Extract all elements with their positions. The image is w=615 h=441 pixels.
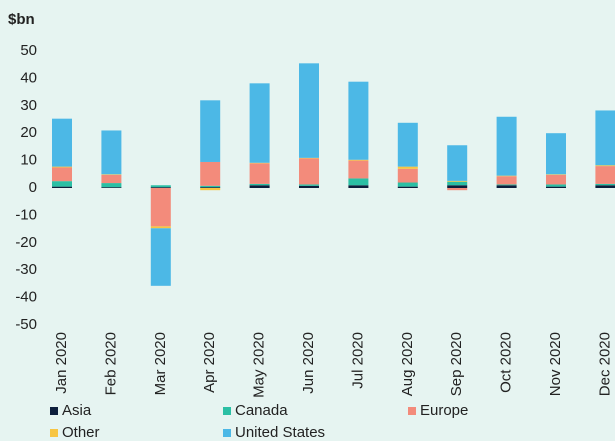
- legend-label: United States: [235, 424, 325, 441]
- bar-segment: [496, 176, 517, 185]
- bar-segment: [348, 159, 369, 161]
- bar-segment: [299, 185, 319, 188]
- y-tick-label: 20: [20, 124, 37, 141]
- bar-segment: [496, 185, 517, 188]
- bar-segment: [200, 187, 221, 188]
- bar-segment: [52, 118, 72, 167]
- bar-segment: [150, 226, 171, 229]
- bar-segment: [348, 178, 369, 186]
- x-tick-label: Dec 2020: [596, 332, 613, 396]
- bar-segment: [397, 168, 418, 183]
- legend-label: Europe: [420, 402, 468, 419]
- legend-swatch: [223, 429, 231, 437]
- bar-segment: [200, 188, 221, 191]
- bar-segment: [299, 158, 319, 185]
- bar-segment: [447, 180, 468, 182]
- legend-swatch: [223, 407, 231, 415]
- bar-segment: [348, 81, 369, 160]
- bar-segment: [200, 185, 221, 188]
- x-tick-label: Nov 2020: [547, 332, 564, 396]
- bar-segment: [595, 165, 615, 167]
- bar-segment: [150, 188, 171, 227]
- x-tick-label: Apr 2020: [201, 332, 218, 393]
- bar-segment: [52, 181, 72, 187]
- x-tick-label: Jun 2020: [300, 332, 317, 394]
- bar-segment: [348, 185, 369, 188]
- bar-segment: [249, 183, 270, 186]
- bar-segment: [397, 122, 418, 167]
- x-tick-label: Feb 2020: [102, 332, 119, 395]
- bar-segment: [249, 83, 270, 163]
- bar-segment: [52, 166, 72, 168]
- bar-segment: [299, 63, 319, 158]
- bar-segment: [249, 162, 270, 164]
- bar-segment: [101, 174, 122, 175]
- bar-segment: [496, 175, 517, 177]
- x-tick-label: Jul 2020: [349, 332, 366, 389]
- bar-segment: [397, 166, 418, 169]
- bar-segment: [546, 184, 566, 187]
- bar-segment: [52, 167, 72, 182]
- legend-swatch: [50, 429, 58, 437]
- bar-segment: [150, 228, 171, 286]
- bar-segment: [200, 161, 221, 186]
- bar-segment: [447, 145, 468, 181]
- legend-label: Canada: [235, 402, 288, 419]
- bar-segment: [200, 100, 221, 162]
- y-tick-label: -30: [15, 261, 37, 278]
- x-tick-label: Aug 2020: [399, 332, 416, 396]
- x-tick-label: Sep 2020: [448, 332, 465, 396]
- bar-segment: [249, 163, 270, 184]
- bar-segment: [397, 186, 418, 188]
- y-tick-label: -40: [15, 289, 37, 306]
- legend-swatch: [50, 407, 58, 415]
- y-tick-label: 50: [20, 42, 37, 59]
- bar-segment: [397, 182, 418, 187]
- bar-segment: [150, 187, 171, 188]
- y-tick-label: 0: [29, 179, 37, 196]
- bar-segment: [101, 174, 122, 184]
- y-tick-label: 30: [20, 97, 37, 114]
- bar-segment: [546, 133, 566, 175]
- bar-segment: [101, 183, 122, 188]
- bar-segment: [546, 174, 566, 185]
- bar-segment: [595, 185, 615, 188]
- bar-segment: [546, 174, 566, 175]
- bar-segment: [150, 185, 171, 188]
- bar-segment: [496, 184, 517, 186]
- x-tick-label: Oct 2020: [498, 332, 515, 393]
- bar-segment: [101, 130, 122, 175]
- bar-segment: [595, 110, 615, 166]
- y-tick-label: -50: [15, 316, 37, 333]
- bar-segment: [546, 186, 566, 188]
- y-tick-label: -20: [15, 234, 37, 251]
- x-tick-label: Jan 2020: [53, 332, 70, 394]
- bar-segment: [299, 157, 319, 159]
- bar-segment: [101, 187, 122, 188]
- y-tick-label: -10: [15, 206, 37, 223]
- bar-segment: [447, 188, 468, 191]
- y-tick-label: 10: [20, 152, 37, 169]
- y-tick-label: 40: [20, 69, 37, 86]
- bar-segment: [299, 184, 319, 186]
- bar-segment: [348, 160, 369, 179]
- y-axis-label: $bn: [8, 11, 35, 28]
- legend-label: Other: [62, 424, 100, 441]
- bar-segment: [595, 183, 615, 186]
- bar-segment: [249, 185, 270, 188]
- bar-segment: [52, 186, 72, 188]
- x-tick-label: Mar 2020: [152, 332, 169, 395]
- legend-swatch: [408, 407, 416, 415]
- bar-segment: [447, 185, 468, 188]
- bar-segment: [447, 181, 468, 186]
- x-tick-label: May 2020: [251, 332, 268, 398]
- bar-segment: [595, 166, 615, 184]
- legend-label: Asia: [62, 402, 92, 419]
- bar-segment: [496, 116, 517, 176]
